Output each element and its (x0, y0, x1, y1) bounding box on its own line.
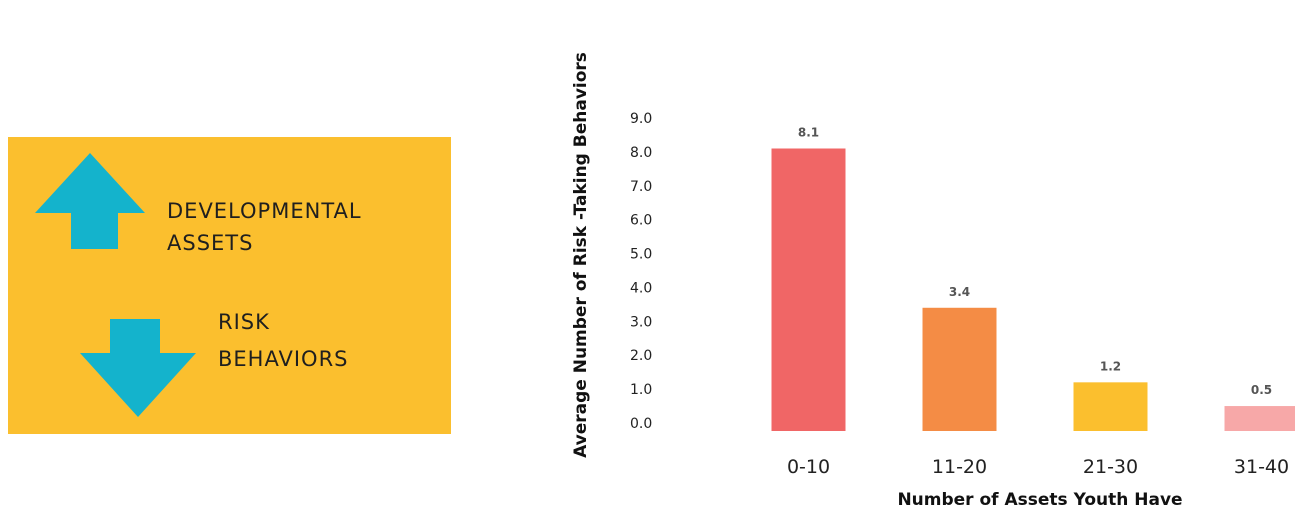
x-tick-label: 21-30 (1083, 456, 1138, 478)
bar-data-label: 0.5 (1251, 383, 1272, 397)
developmental-label: DEVELOPMENTAL ASSETS (167, 195, 362, 259)
bar (1073, 382, 1148, 431)
x-axis-ticks: 0-10 11-20 21-30 31-40 (787, 456, 1289, 478)
y-tick-label: 0.0 (630, 416, 652, 432)
y-tick-label: 1.0 (630, 382, 652, 398)
y-tick-label: 2.0 (630, 348, 652, 364)
y-tick-label: 4.0 (630, 280, 652, 296)
risk-behaviors-label-line1: RISK (218, 310, 270, 334)
x-tick-label: 11-20 (932, 456, 987, 478)
x-tick-label: 31-40 (1234, 456, 1289, 478)
arrow-up-shape (35, 153, 145, 249)
y-tick-label: 3.0 (630, 314, 652, 330)
bar-data-label: 1.2 (1100, 359, 1121, 373)
y-tick-label: 7.0 (630, 179, 652, 195)
y-axis-ticks: 0.0 1.0 2.0 3.0 4.0 5.0 6.0 7.0 8.0 9.0 (630, 111, 652, 432)
assets-risk-callout: DEVELOPMENTAL ASSETS RISK BEHAVIORS (8, 137, 451, 434)
bar-chart: 0.0 1.0 2.0 3.0 4.0 5.0 6.0 7.0 8.0 9.0 8.1 3.4 1.2… (571, 52, 1295, 510)
bar (771, 148, 846, 431)
x-axis-title: Number of Assets Youth Have (897, 490, 1182, 510)
arrow-down-shape (80, 319, 196, 417)
y-tick-label: 5.0 (630, 247, 652, 263)
y-axis-title: Average Number of Risk -Taking Behaviors (571, 52, 591, 458)
x-tick-label: 0-10 (787, 456, 830, 478)
arrow-up-icon (35, 153, 145, 249)
risk-behaviors-label-line2: BEHAVIORS (218, 347, 349, 371)
bar (1224, 406, 1295, 431)
bars: 8.1 3.4 1.2 0.5 (771, 126, 1295, 431)
risk-behaviors-label: RISK BEHAVIORS (218, 304, 349, 378)
y-tick-label: 9.0 (630, 111, 652, 127)
developmental-label-line2: ASSETS (167, 231, 254, 255)
arrow-down-icon (80, 319, 196, 417)
bar-data-label: 8.1 (798, 126, 819, 140)
y-tick-label: 8.0 (630, 145, 652, 161)
developmental-label-line1: DEVELOPMENTAL (167, 199, 362, 223)
bar-data-label: 3.4 (949, 285, 970, 299)
y-tick-label: 6.0 (630, 213, 652, 229)
bar (922, 307, 997, 431)
